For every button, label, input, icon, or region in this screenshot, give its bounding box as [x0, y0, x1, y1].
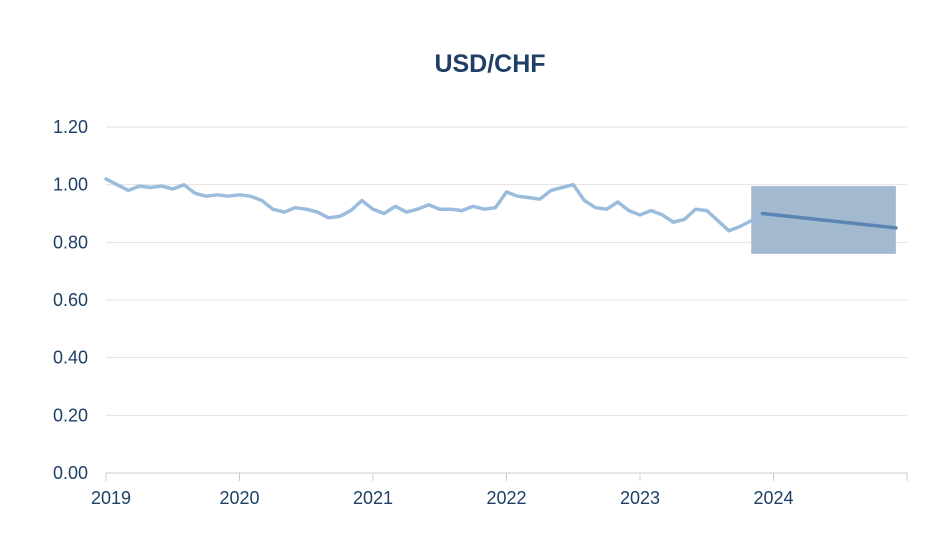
y-tick-label: 0.40 [53, 348, 88, 368]
historical-series-line [104, 177, 765, 233]
x-tick-label: 2019 [91, 488, 131, 508]
x-tick-label: 2023 [620, 488, 660, 508]
y-tick-label: 0.60 [53, 290, 88, 310]
y-tick-label: 0.00 [53, 463, 88, 483]
gridlines [106, 126, 907, 416]
x-tick-label: 2020 [219, 488, 259, 508]
y-tick-label: 0.80 [53, 232, 88, 252]
series-lines [104, 177, 898, 233]
x-tick-label: 2021 [353, 488, 393, 508]
forecast-series-line [760, 211, 898, 230]
x-tick-label: 2022 [486, 488, 526, 508]
x-tick-label: 2024 [753, 488, 793, 508]
y-tick-label: 0.20 [53, 405, 88, 425]
y-tick-label: 1.20 [53, 117, 88, 137]
x-axis-tick-labels: 2019 2020 2021 2022 2023 2024 [91, 488, 794, 508]
x-axis [105, 472, 908, 481]
y-tick-label: 1.00 [53, 175, 88, 195]
chart-title: USD/CHF [434, 50, 545, 78]
y-axis-tick-labels: 0.00 0.20 0.40 0.60 0.80 1.00 1.20 [53, 117, 88, 483]
